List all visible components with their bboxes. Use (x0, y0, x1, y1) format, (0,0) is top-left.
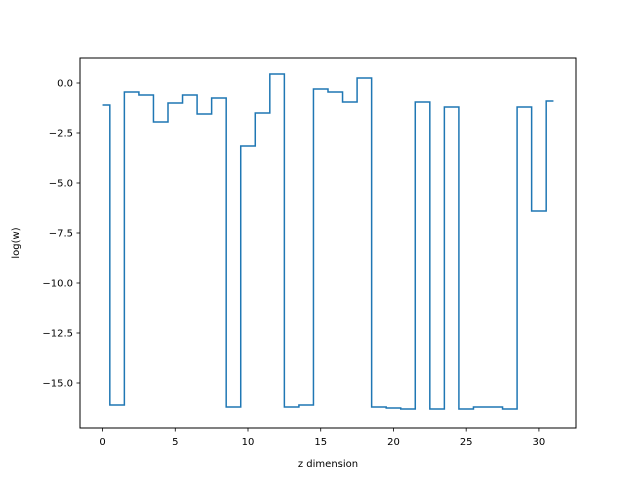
series-line-0 (102, 73, 554, 410)
y-tick-label: −5.0 (49, 179, 73, 190)
y-axis-label: log(w) (11, 227, 22, 258)
x-tick-label: 0 (99, 437, 105, 448)
y-tick-label: −15.0 (42, 379, 73, 390)
x-tick-label: 10 (242, 437, 255, 448)
x-tick-label: 30 (533, 437, 546, 448)
x-tick-label: 25 (460, 437, 473, 448)
y-tick-label: −12.5 (42, 329, 73, 340)
y-tick-label: 0.0 (57, 79, 73, 90)
plot-background (80, 58, 576, 428)
x-tick-label: 5 (172, 437, 178, 448)
y-tick-label: −2.5 (49, 129, 73, 140)
x-tick-label: 20 (387, 437, 400, 448)
y-axis: 0.0 −2.5 −5.0 −7.5 −10.0 −12.5 −15.0 (42, 79, 80, 390)
y-tick-label: −7.5 (49, 229, 73, 240)
series-layer (102, 73, 554, 410)
x-axis: 0 5 10 15 20 25 30 (99, 428, 545, 448)
plot-frame (79, 57, 577, 429)
x-axis-label: z dimension (298, 459, 358, 470)
x-tick-label: 15 (314, 437, 327, 448)
y-tick-label: −10.0 (42, 279, 73, 290)
